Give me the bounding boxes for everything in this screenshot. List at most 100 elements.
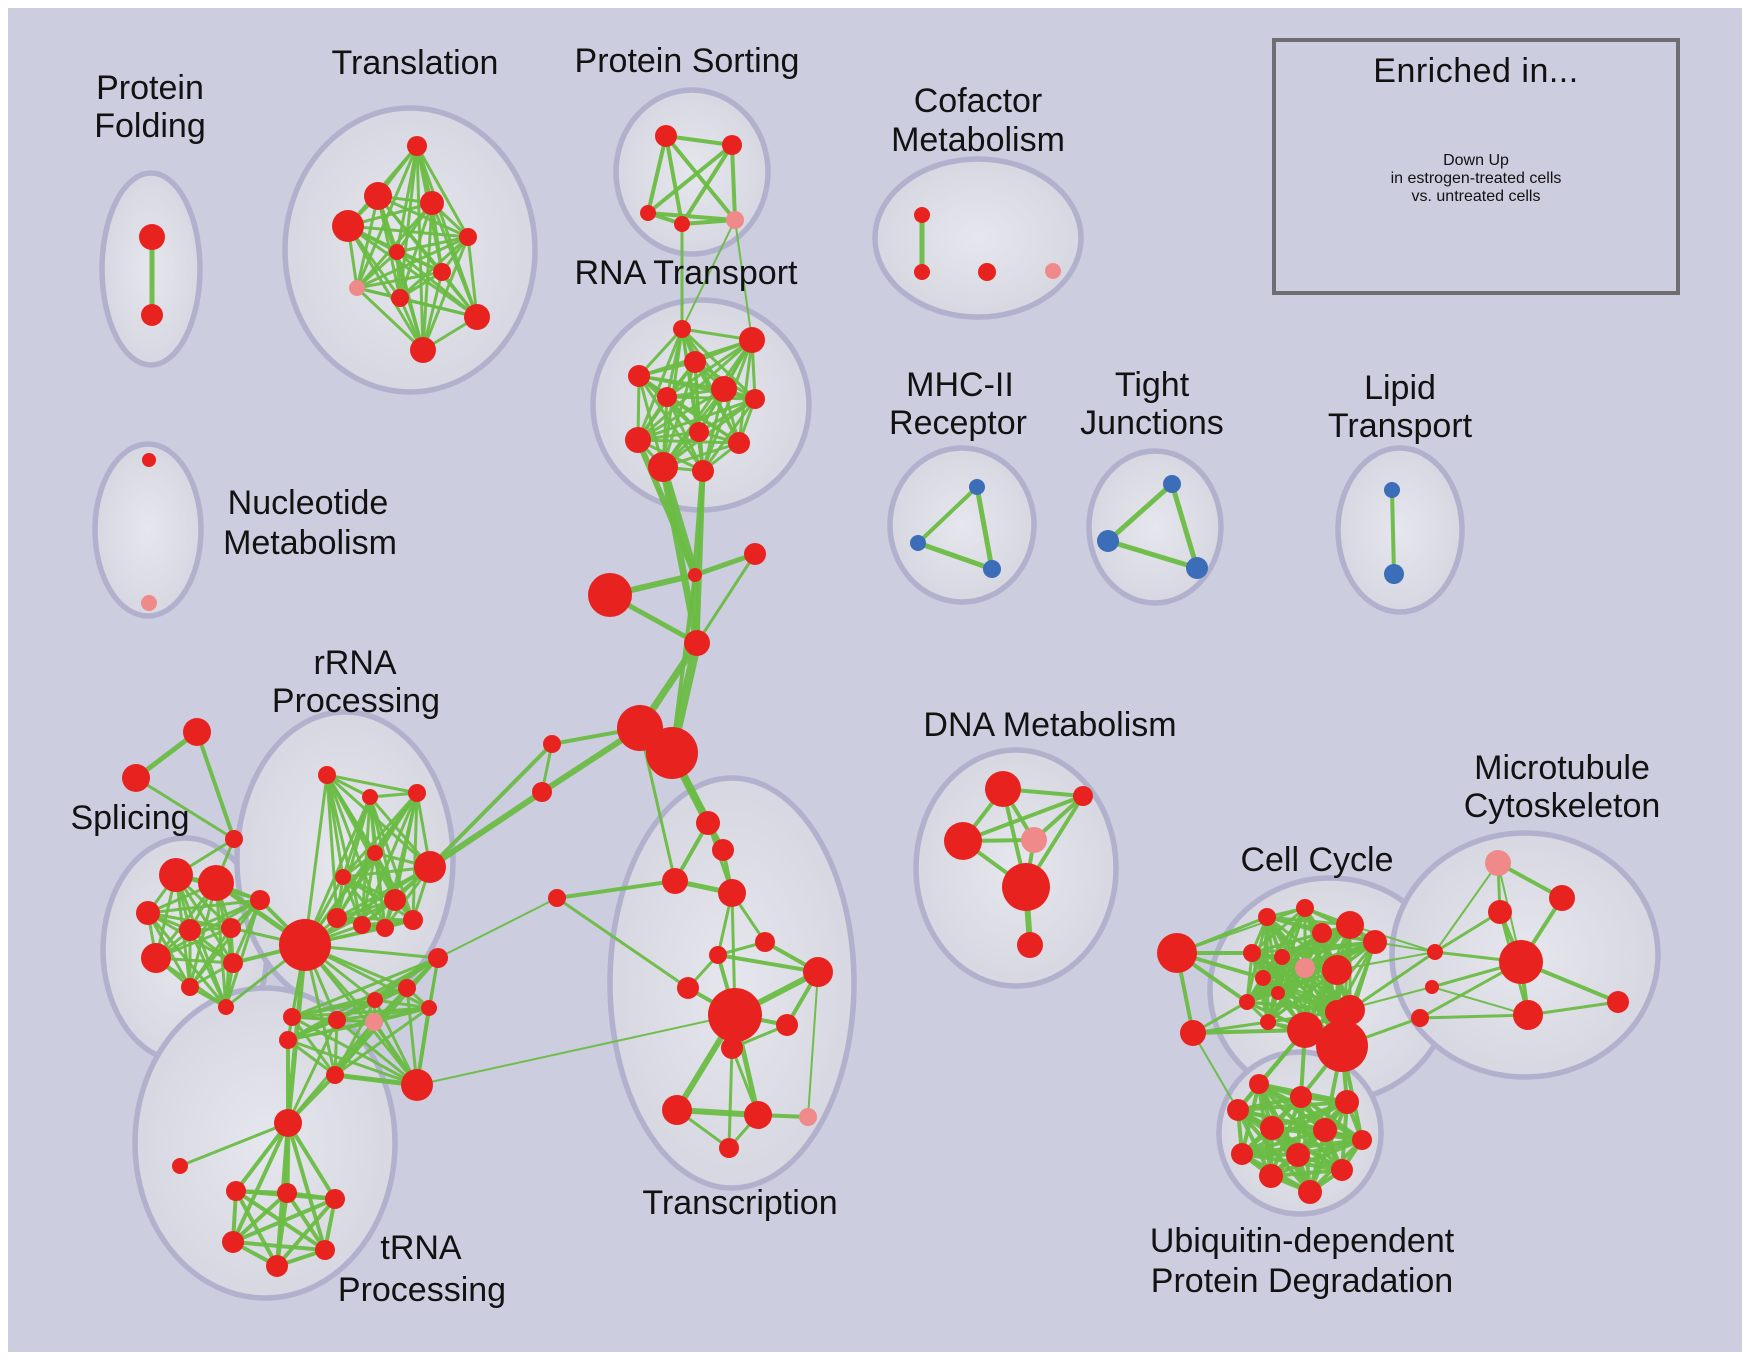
network-node-82[interactable]: [279, 1031, 297, 1049]
network-node-111[interactable]: [985, 771, 1021, 807]
network-node-93[interactable]: [326, 1066, 344, 1084]
network-node-27[interactable]: [1163, 475, 1181, 493]
network-node-37[interactable]: [711, 376, 737, 402]
network-node-118[interactable]: [1180, 1020, 1206, 1046]
network-node-119[interactable]: [1258, 908, 1276, 926]
network-node-56[interactable]: [198, 865, 234, 901]
network-node-139[interactable]: [1485, 850, 1511, 876]
network-node-151[interactable]: [1352, 1130, 1372, 1150]
network-node-126[interactable]: [1295, 958, 1315, 978]
network-node-74[interactable]: [376, 919, 394, 937]
network-node-84[interactable]: [274, 1109, 302, 1137]
network-node-0[interactable]: [139, 224, 165, 250]
network-node-112[interactable]: [1073, 786, 1093, 806]
network-node-99[interactable]: [548, 889, 566, 907]
network-node-88[interactable]: [325, 1189, 345, 1209]
network-node-68[interactable]: [367, 845, 383, 861]
network-node-97[interactable]: [662, 868, 688, 894]
network-node-23[interactable]: [141, 595, 157, 611]
network-node-54[interactable]: [225, 830, 243, 848]
network-node-40[interactable]: [625, 427, 651, 453]
network-node-102[interactable]: [803, 957, 833, 987]
network-node-44[interactable]: [688, 568, 702, 582]
network-node-137[interactable]: [1425, 980, 1439, 994]
network-node-49[interactable]: [646, 727, 698, 779]
network-node-69[interactable]: [335, 869, 351, 885]
network-node-154[interactable]: [1331, 1159, 1353, 1181]
network-node-2[interactable]: [407, 136, 427, 156]
network-node-52[interactable]: [183, 718, 211, 746]
network-node-156[interactable]: [1298, 1180, 1322, 1204]
network-node-131[interactable]: [1260, 1014, 1276, 1030]
network-node-34[interactable]: [684, 351, 706, 373]
network-node-26[interactable]: [983, 560, 1001, 578]
network-node-116[interactable]: [1017, 932, 1043, 958]
network-node-78[interactable]: [428, 948, 448, 968]
network-node-58[interactable]: [179, 919, 201, 941]
network-node-55[interactable]: [159, 858, 193, 892]
network-node-122[interactable]: [1312, 923, 1332, 943]
network-node-109[interactable]: [799, 1108, 817, 1126]
network-node-96[interactable]: [712, 839, 734, 861]
network-node-92[interactable]: [401, 1069, 433, 1101]
network-node-83[interactable]: [283, 1008, 301, 1026]
network-node-28[interactable]: [1097, 530, 1119, 552]
network-node-46[interactable]: [588, 573, 632, 617]
network-node-73[interactable]: [353, 916, 371, 934]
network-node-120[interactable]: [1296, 899, 1314, 917]
network-node-66[interactable]: [362, 789, 378, 805]
network-node-140[interactable]: [1549, 885, 1575, 911]
network-node-142[interactable]: [1499, 940, 1543, 984]
network-node-152[interactable]: [1231, 1143, 1253, 1165]
network-node-95[interactable]: [696, 811, 720, 835]
network-node-51[interactable]: [532, 782, 552, 802]
network-node-57[interactable]: [136, 901, 160, 925]
network-node-61[interactable]: [141, 943, 171, 973]
network-node-117[interactable]: [1157, 933, 1197, 973]
network-node-43[interactable]: [692, 460, 714, 482]
network-node-45[interactable]: [744, 543, 766, 565]
network-node-113[interactable]: [944, 822, 982, 860]
network-node-130[interactable]: [1271, 986, 1285, 1000]
network-node-98[interactable]: [718, 879, 746, 907]
network-node-135[interactable]: [1335, 995, 1365, 1025]
network-node-16[interactable]: [674, 216, 690, 232]
network-node-105[interactable]: [776, 1014, 798, 1036]
network-node-65[interactable]: [318, 766, 336, 784]
network-node-114[interactable]: [1021, 827, 1047, 853]
network-node-20[interactable]: [978, 263, 996, 281]
network-node-136[interactable]: [1427, 944, 1443, 960]
network-node-41[interactable]: [728, 432, 750, 454]
network-node-149[interactable]: [1260, 1116, 1284, 1140]
network-node-14[interactable]: [722, 135, 742, 155]
network-node-127[interactable]: [1322, 955, 1352, 985]
network-node-24[interactable]: [969, 479, 985, 495]
network-node-100[interactable]: [755, 932, 775, 952]
network-node-148[interactable]: [1227, 1099, 1249, 1121]
network-node-72[interactable]: [327, 908, 347, 928]
network-node-128[interactable]: [1255, 970, 1271, 986]
network-node-134[interactable]: [1316, 1020, 1368, 1072]
network-node-64[interactable]: [218, 999, 234, 1015]
network-node-17[interactable]: [726, 211, 744, 229]
network-node-62[interactable]: [223, 953, 243, 973]
network-node-104[interactable]: [708, 988, 762, 1042]
network-node-19[interactable]: [914, 264, 930, 280]
network-node-38[interactable]: [745, 389, 765, 409]
network-node-9[interactable]: [349, 280, 365, 296]
network-node-121[interactable]: [1336, 911, 1364, 939]
network-node-77[interactable]: [365, 1013, 383, 1031]
network-node-42[interactable]: [648, 452, 678, 482]
network-node-110[interactable]: [719, 1138, 739, 1158]
network-node-108[interactable]: [744, 1101, 772, 1129]
network-node-90[interactable]: [315, 1240, 335, 1260]
network-node-7[interactable]: [389, 244, 405, 260]
network-node-123[interactable]: [1363, 930, 1387, 954]
network-node-155[interactable]: [1259, 1164, 1283, 1188]
network-node-153[interactable]: [1286, 1143, 1310, 1167]
network-node-5[interactable]: [332, 210, 364, 242]
network-node-129[interactable]: [1239, 994, 1255, 1010]
network-node-85[interactable]: [172, 1158, 188, 1174]
network-node-3[interactable]: [364, 182, 392, 210]
network-node-144[interactable]: [1513, 1000, 1543, 1030]
